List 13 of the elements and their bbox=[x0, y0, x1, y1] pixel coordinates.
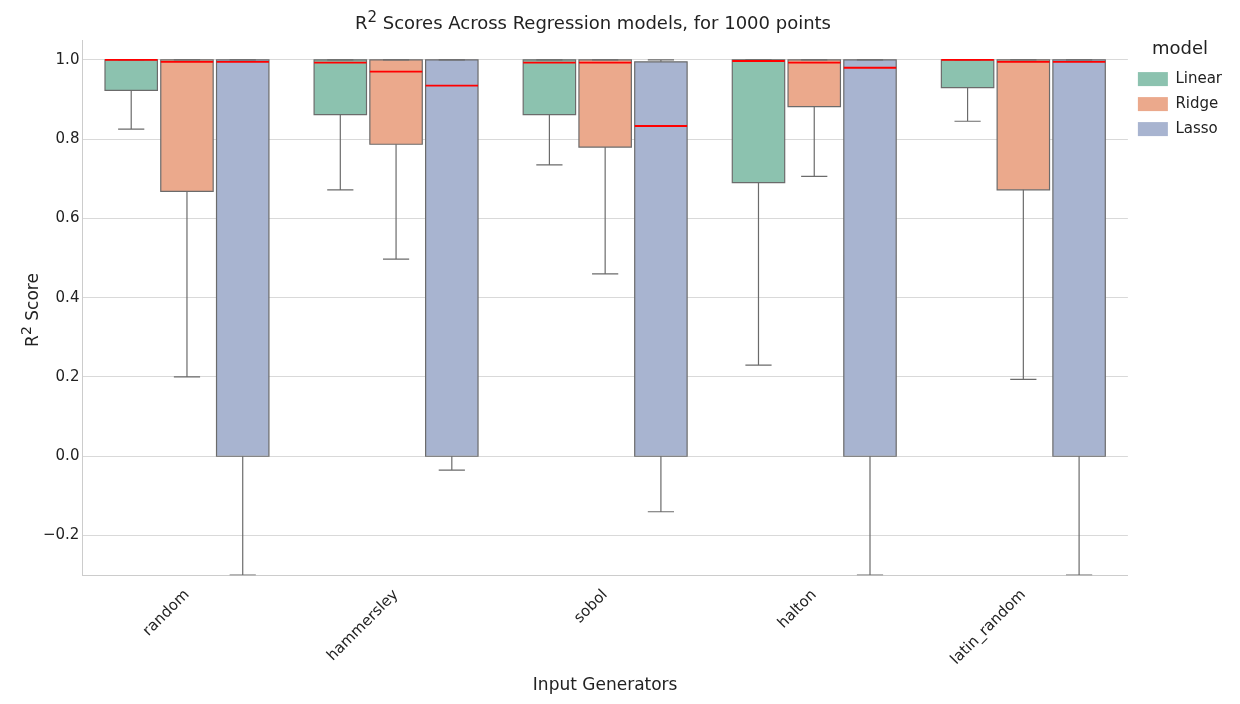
y-tick-label: 0.2 bbox=[55, 366, 80, 385]
y-tick-label: 0.0 bbox=[55, 446, 80, 465]
legend-label: Lasso bbox=[1175, 118, 1218, 137]
x-axis-title: Input Generators bbox=[532, 674, 678, 695]
y-tick-label: 0.6 bbox=[55, 208, 80, 227]
y-tick-label: 1.0 bbox=[55, 49, 80, 68]
y-tick-label: 0.4 bbox=[55, 287, 80, 306]
chart-title: R$^{2}$ Scores Across Regression models, for 1000 points bbox=[354, 8, 832, 33]
y-tick-label: −0.2 bbox=[42, 525, 80, 544]
legend-label: Linear bbox=[1175, 68, 1223, 87]
y-tick-label: 0.8 bbox=[55, 128, 80, 147]
legend-title: model bbox=[1151, 36, 1208, 58]
legend-label: Ridge bbox=[1175, 93, 1219, 112]
